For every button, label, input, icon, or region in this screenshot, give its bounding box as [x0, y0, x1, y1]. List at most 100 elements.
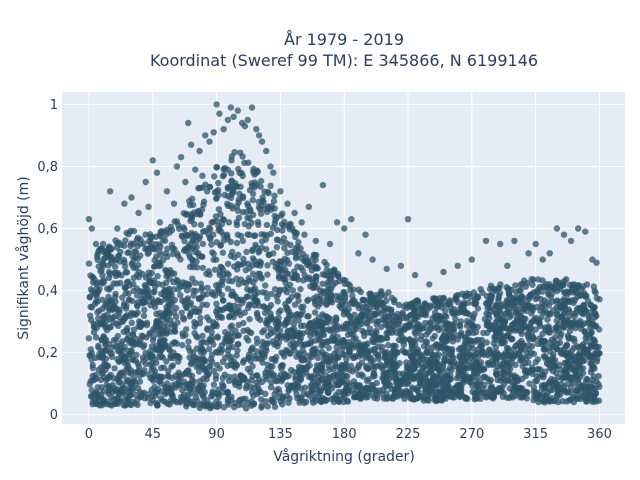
- scatter-point: [255, 388, 262, 396]
- scatter-point: [234, 107, 241, 114]
- scatter-point: [483, 339, 490, 346]
- scatter-point: [147, 347, 154, 354]
- scatter-point: [224, 389, 231, 396]
- scatter-point: [196, 147, 203, 155]
- scatter-point: [220, 126, 227, 133]
- scatter-point: [339, 364, 346, 371]
- scatter-point: [210, 250, 217, 258]
- scatter-point: [145, 293, 152, 300]
- scatter-point: [516, 287, 523, 294]
- scatter-point: [264, 271, 271, 278]
- scatter-point: [481, 381, 488, 389]
- scatter-point: [478, 342, 485, 350]
- scatter-point: [235, 281, 242, 288]
- scatter-point: [174, 250, 181, 257]
- scatter-point: [125, 231, 132, 238]
- scatter-point: [125, 395, 132, 402]
- scatter-point: [386, 313, 393, 320]
- scatter-point: [474, 305, 482, 312]
- scatter-point: [285, 260, 293, 267]
- scatter-point: [89, 364, 97, 372]
- scatter-point: [233, 275, 240, 282]
- scatter-point: [244, 286, 251, 293]
- scatter-point: [403, 301, 410, 308]
- scatter-point: [368, 381, 375, 389]
- scatter-point: [227, 104, 234, 111]
- scatter-point: [439, 316, 446, 323]
- scatter-point: [223, 233, 231, 241]
- scatter-point: [102, 336, 110, 343]
- scatter-point: [133, 271, 141, 279]
- scatter-point: [472, 329, 480, 336]
- scatter-point: [264, 361, 271, 368]
- scatter-point: [445, 351, 452, 359]
- scatter-point: [378, 301, 385, 309]
- scatter-point: [170, 309, 178, 316]
- scatter-point: [85, 260, 93, 267]
- scatter-point: [198, 253, 206, 260]
- scatter-point: [347, 314, 354, 321]
- scatter-point: [314, 331, 322, 339]
- scatter-point: [164, 245, 171, 252]
- scatter-point: [183, 326, 190, 333]
- scatter-point: [264, 294, 271, 302]
- scatter-point: [245, 337, 252, 344]
- scatter-point: [504, 262, 511, 269]
- scatter-point: [253, 339, 261, 347]
- scatter-point: [523, 395, 530, 402]
- scatter-point: [495, 295, 502, 302]
- scatter-point: [277, 307, 284, 314]
- scatter-point: [241, 122, 249, 130]
- scatter-point: [132, 380, 139, 388]
- scatter-point: [281, 286, 288, 293]
- scatter-point: [389, 326, 397, 333]
- scatter-point: [108, 306, 116, 314]
- scatter-point: [337, 294, 344, 302]
- scatter-point: [173, 163, 181, 170]
- scatter-point: [301, 384, 309, 391]
- scatter-point: [264, 403, 271, 410]
- scatter-point: [314, 354, 322, 362]
- scatter-point: [581, 328, 589, 335]
- scatter-point: [275, 291, 282, 298]
- scatter-point: [525, 359, 532, 366]
- scatter-point: [512, 361, 519, 368]
- scatter-point: [215, 289, 222, 296]
- scatter-point: [402, 374, 409, 381]
- scatter-point: [505, 300, 512, 307]
- scatter-point: [149, 157, 156, 164]
- scatter-point: [549, 343, 557, 351]
- scatter-point: [319, 280, 326, 287]
- scatter-point: [157, 336, 164, 344]
- scatter-point: [529, 281, 536, 288]
- scatter-point: [466, 375, 473, 382]
- scatter-point: [444, 378, 451, 385]
- scatter-point: [513, 315, 521, 322]
- scatter-point: [199, 364, 206, 371]
- scatter-point: [556, 339, 564, 346]
- scatter-point: [297, 285, 304, 293]
- scatter-point: [485, 360, 493, 367]
- scatter-point: [306, 392, 313, 399]
- scatter-point: [264, 188, 272, 196]
- scatter-point: [181, 226, 188, 233]
- scatter-point: [311, 309, 319, 316]
- scatter-point: [560, 318, 568, 326]
- scatter-point: [319, 181, 327, 189]
- scatter-point: [406, 336, 413, 343]
- scatter-point: [520, 343, 528, 350]
- scatter-point: [391, 351, 398, 358]
- scatter-point: [525, 352, 533, 360]
- scatter-point: [172, 372, 179, 379]
- scatter-point: [383, 297, 390, 305]
- scatter-point: [328, 295, 335, 303]
- scatter-point: [267, 204, 274, 211]
- scatter-point: [570, 394, 577, 401]
- scatter-point: [564, 380, 571, 387]
- scatter-point: [403, 324, 410, 331]
- scatter-point: [174, 399, 181, 406]
- scatter-point: [144, 286, 151, 293]
- scatter-point: [593, 343, 600, 351]
- scatter-point: [255, 221, 262, 228]
